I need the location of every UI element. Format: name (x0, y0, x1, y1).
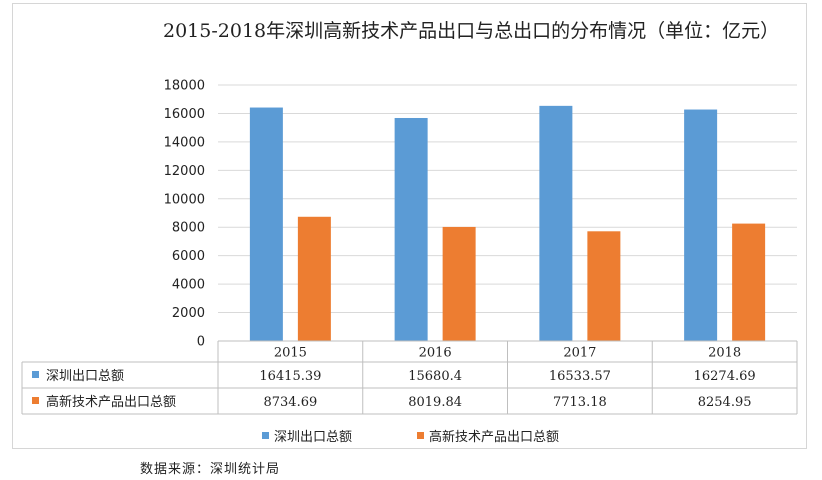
data-label: 16533.57 (549, 369, 611, 384)
y-tick-label: 18000 (164, 79, 205, 94)
bar-0-1 (394, 117, 428, 341)
data-label: 7713.18 (553, 395, 607, 410)
data-label: 8019.84 (408, 395, 462, 410)
data-label: 15680.4 (408, 369, 462, 384)
y-tick-label: 4000 (172, 278, 205, 293)
data-label: 16274.69 (694, 369, 756, 384)
y-tick-label: 0 (197, 335, 205, 350)
legend-key-1 (417, 432, 424, 439)
bar-1-0 (297, 216, 331, 341)
row-legend-key-1 (32, 397, 39, 404)
y-tick-label: 14000 (164, 135, 205, 150)
bar-1-2 (587, 231, 621, 341)
row-label-1: 高新技术产品出口总额 (46, 394, 176, 410)
bar-1-3 (732, 223, 766, 341)
bar-0-2 (539, 105, 573, 341)
category-label: 2017 (563, 346, 596, 361)
data-label: 16415.39 (259, 369, 321, 384)
y-tick-label: 8000 (172, 221, 205, 236)
legend-key-0 (262, 432, 269, 439)
legend-label-0: 深圳出口总额 (274, 430, 352, 445)
legend-label-1: 高新技术产品出口总额 (429, 429, 559, 445)
category-label: 2015 (274, 346, 307, 361)
source-note: 数据来源：深圳统计局 (140, 462, 281, 477)
y-tick-label: 16000 (164, 107, 205, 122)
bar-1-1 (442, 226, 476, 341)
data-label: 8734.69 (263, 395, 317, 410)
y-tick-label: 10000 (164, 192, 205, 207)
bar-0-0 (249, 107, 283, 341)
y-tick-label: 6000 (172, 249, 205, 264)
row-legend-key-0 (32, 371, 39, 378)
category-label: 2018 (708, 346, 741, 361)
chart-title: 2015-2018年深圳高新技术产品出口与总出口的分布情况（单位：亿元） (163, 20, 780, 42)
chart-frame: 2015-2018年深圳高新技术产品出口与总出口的分布情况（单位：亿元） (12, 3, 807, 449)
category-label: 2016 (419, 346, 452, 361)
row-label-0: 深圳出口总额 (46, 369, 124, 384)
y-tick-label: 12000 (164, 164, 205, 179)
bar-0-3 (684, 109, 718, 341)
y-tick-label: 2000 (172, 306, 205, 321)
data-label: 8254.95 (698, 395, 752, 410)
